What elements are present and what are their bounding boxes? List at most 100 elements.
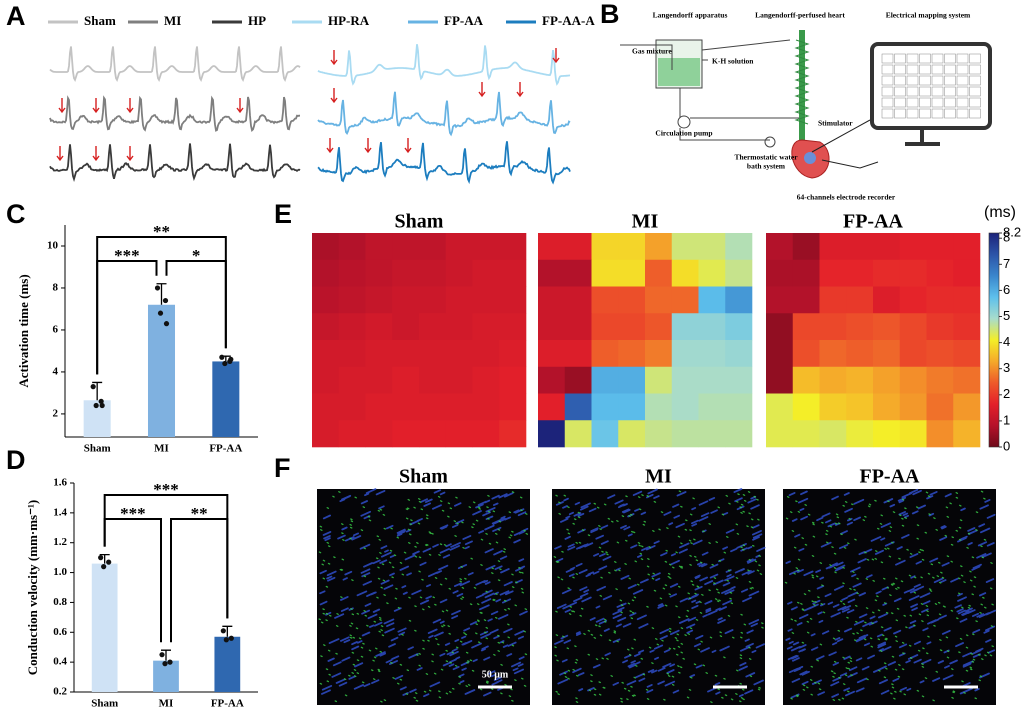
electrode-cell <box>931 53 944 64</box>
data-point <box>159 652 165 658</box>
y-tick-label: 4 <box>53 365 59 377</box>
heatmap-cell <box>926 313 954 341</box>
electrode-cell <box>931 86 944 97</box>
heatmap-cell <box>338 393 366 421</box>
electrode-cell <box>969 64 981 75</box>
ecg-trace <box>49 46 301 83</box>
y-tick-label: 6 <box>53 323 59 335</box>
electrode-grid <box>881 53 981 119</box>
arrow <box>404 138 412 154</box>
ecg-trace <box>317 44 571 86</box>
electrode-cell <box>931 64 944 75</box>
heatmap-cell <box>792 393 820 421</box>
panel-letter: A <box>6 1 26 31</box>
heatmap-cell <box>618 420 646 448</box>
bar <box>91 563 118 692</box>
legend-label: FP-AA-A <box>542 13 595 28</box>
heatmap-cell <box>538 393 566 421</box>
significance-bracket <box>96 260 158 375</box>
heatmap-cell <box>792 233 820 261</box>
arrow <box>126 98 134 114</box>
heatmap-cell <box>618 233 646 261</box>
error-bar <box>222 625 233 637</box>
heatmap-cell <box>564 286 592 314</box>
heatmap-cell <box>725 420 753 448</box>
heatmap-cell <box>645 259 673 287</box>
electrode-cell <box>894 108 906 119</box>
heatmap-cell <box>846 313 874 341</box>
y-tick-label: 1.4 <box>53 506 67 518</box>
arrow <box>330 50 338 66</box>
data-point <box>220 628 226 634</box>
heatmap-cell <box>953 259 981 287</box>
heatmap-cell <box>392 420 420 448</box>
heatmap-cell <box>766 366 794 394</box>
ecg-trace <box>49 95 300 133</box>
heatmap-cell <box>725 233 753 261</box>
electrode-cell <box>894 53 906 64</box>
electrode-cell <box>881 64 894 75</box>
significance-label: ** <box>191 504 208 523</box>
diagram-label: K-H solution <box>712 57 754 66</box>
electrode-cell <box>919 53 931 64</box>
heatmap-cell <box>846 259 874 287</box>
heatmap-cell <box>953 286 981 314</box>
heatmap-cell <box>725 313 753 341</box>
data-point <box>162 297 169 304</box>
panel-letter: E <box>274 199 292 229</box>
heatmap-cell <box>926 366 954 394</box>
data-point <box>101 564 107 570</box>
heatmap-cell <box>926 259 954 287</box>
y-tick-label: 0.2 <box>53 686 67 698</box>
heatmap-cell <box>846 340 874 368</box>
heatmap-cell <box>472 286 500 314</box>
data-point <box>154 285 161 291</box>
significance-label: ** <box>153 222 170 241</box>
heatmap-cell <box>645 340 673 368</box>
heatmap-cell <box>953 233 981 261</box>
electrode-cell <box>906 86 919 97</box>
electrode-cell <box>919 75 931 86</box>
arrow <box>330 88 338 104</box>
green-signal <box>553 490 764 704</box>
significance-label: *** <box>114 246 140 265</box>
colorbar-tick-label: 5 <box>1003 308 1010 323</box>
data-point <box>222 360 228 367</box>
electrode-cell <box>881 86 894 97</box>
heatmap-cell <box>538 366 566 394</box>
electrode-cell <box>894 97 906 108</box>
colorbar-tick-label: 8 <box>1003 230 1010 245</box>
heatmap-cell <box>499 340 527 368</box>
colorbar-tick-label: 7 <box>1003 256 1010 271</box>
heatmap-cell <box>766 233 794 261</box>
diagram-label: Electrical mapping system <box>886 11 971 20</box>
heatmap-cell <box>725 366 753 394</box>
heatmap-cell <box>445 366 473 394</box>
electrode-cell <box>919 97 931 108</box>
heatmap-cell <box>953 366 981 394</box>
arrow <box>92 98 100 114</box>
heatmap-cell <box>591 340 619 368</box>
ecg-trace <box>317 91 571 137</box>
diagram-label: Circulation pump <box>655 129 712 138</box>
heatmap-cell <box>819 286 847 314</box>
heatmap-cell <box>671 259 699 287</box>
significance-label: * <box>192 246 201 265</box>
electrode-cell <box>894 75 906 86</box>
heatmap-cell <box>392 259 420 287</box>
micrograph <box>552 489 765 705</box>
heatmap-cell <box>472 340 500 368</box>
electrode-cell <box>906 97 919 108</box>
heatmap-cell <box>419 233 447 261</box>
colorbar-tick-label: 8.2 <box>1003 224 1021 239</box>
x-tick-label: Sham <box>91 698 118 708</box>
y-tick-label: 1.0 <box>53 566 67 578</box>
nuclei <box>319 488 529 698</box>
heatmap-cell <box>618 259 646 287</box>
electrode-cell <box>944 53 956 64</box>
heatmap-cell <box>645 313 673 341</box>
electrode-cell <box>969 86 981 97</box>
heatmap-cell <box>846 420 874 448</box>
diagram-label: Thermostatic water <box>734 153 798 162</box>
data-point <box>99 402 105 409</box>
